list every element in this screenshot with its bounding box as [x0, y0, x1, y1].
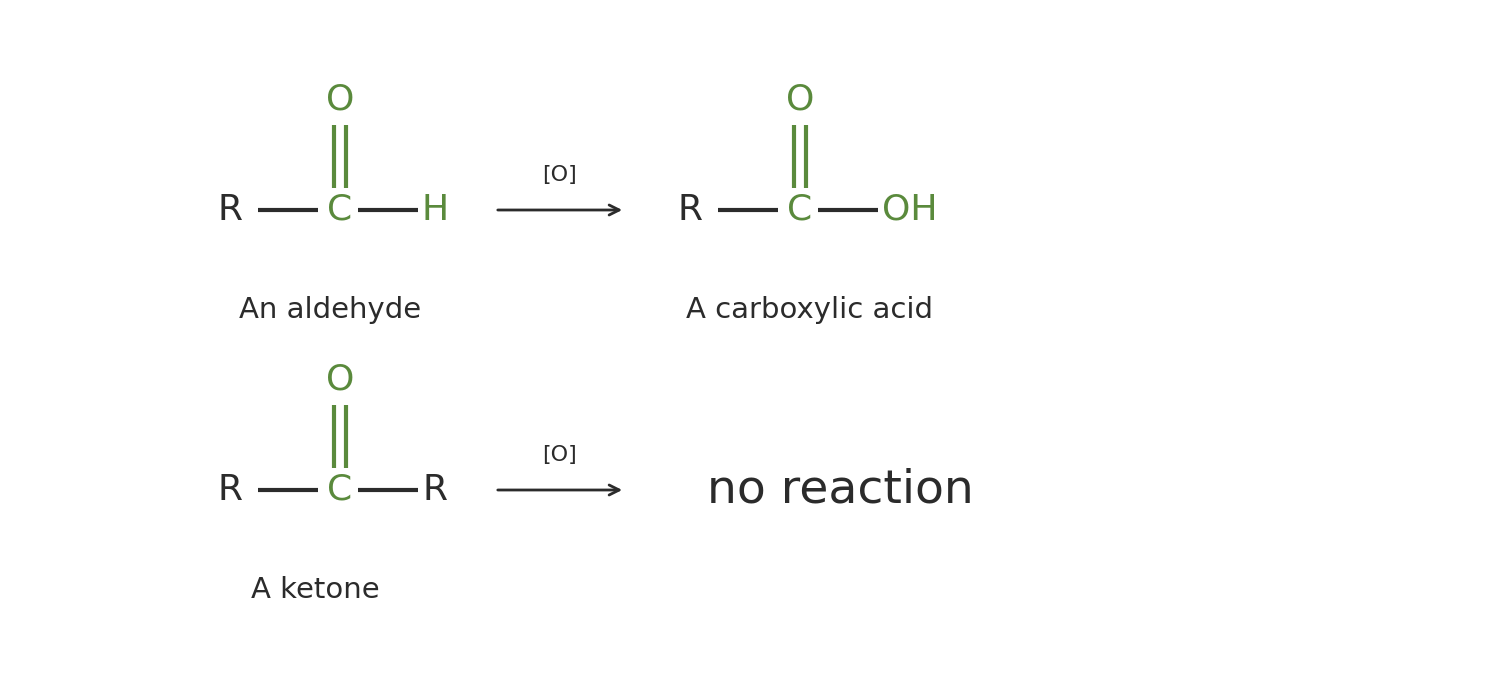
Text: R: R	[217, 193, 243, 227]
Text: C: C	[788, 193, 813, 227]
Text: R: R	[217, 473, 243, 507]
Text: A carboxylic acid: A carboxylic acid	[687, 296, 933, 324]
Text: no reaction: no reaction	[706, 467, 974, 513]
Text: O: O	[326, 83, 354, 117]
Text: [O]: [O]	[543, 445, 578, 465]
Text: R: R	[423, 473, 447, 507]
Text: [O]: [O]	[543, 165, 578, 185]
Text: R: R	[678, 193, 702, 227]
Text: OH: OH	[882, 193, 938, 227]
Text: O: O	[786, 83, 814, 117]
Text: H: H	[422, 193, 448, 227]
Text: C: C	[327, 473, 352, 507]
Text: A ketone: A ketone	[251, 576, 380, 604]
Text: C: C	[327, 193, 352, 227]
Text: O: O	[326, 363, 354, 397]
Text: An aldehyde: An aldehyde	[238, 296, 422, 324]
